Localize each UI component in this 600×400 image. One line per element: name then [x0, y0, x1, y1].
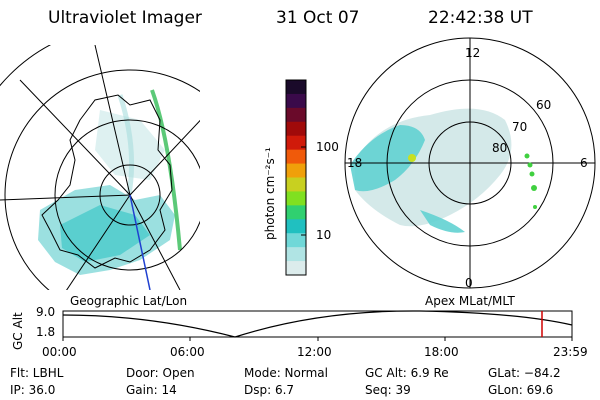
info-gc-alt: GC Alt: 6.9 Re: [365, 366, 449, 380]
info-seq: Seq: 39: [365, 383, 411, 397]
timeline-ytick-bottom: 1.8: [36, 325, 56, 339]
colorbar: [285, 79, 307, 276]
timeline-xtick-4: 23:59: [553, 345, 588, 359]
info-mode: Mode: Normal: [244, 366, 328, 380]
altitude-curve: [62, 310, 573, 338]
station-dots: [524, 153, 537, 209]
timeline-ylabel: GC Alt: [11, 312, 25, 350]
aurora-spot: [408, 154, 416, 162]
timeline-ytick-top: 9.0: [36, 305, 56, 319]
colorbar-swatch: [286, 191, 306, 206]
timeline-xtick-0: 00:00: [42, 345, 77, 359]
colorbar-tick-100: 100: [316, 140, 339, 154]
date-label: 31 Oct 07: [276, 8, 360, 28]
colorbar-swatch: [286, 233, 306, 248]
aurora-arc-faint: [117, 94, 135, 201]
colorbar-swatch: [286, 121, 306, 137]
time-label: 22:42:38 UT: [428, 8, 533, 28]
timeline-xtick-2: 12:00: [297, 345, 332, 359]
info-filter: Flt: LBHL: [10, 366, 64, 380]
mlat-label-80: 80: [492, 141, 508, 155]
info-glon: GLon: 69.6: [488, 383, 554, 397]
aurora-patch: [420, 210, 465, 233]
colorbar-swatch: [286, 107, 306, 123]
info-ip: IP: 36.0: [10, 383, 56, 397]
colorbar-frame: [285, 79, 307, 276]
colorbar-swatch: [286, 177, 306, 192]
instrument-title: Ultraviolet Imager: [48, 8, 202, 28]
colorbar-unit-label: photon cm⁻²s⁻¹: [263, 147, 277, 240]
colorbar-tick-10: 10: [316, 228, 332, 242]
mlt-label-0: 0: [465, 276, 473, 290]
info-gain: Gain: 14: [126, 383, 177, 397]
timeline-xtick-3: 18:00: [424, 345, 459, 359]
info-dsp: Dsp: 6.7: [244, 383, 295, 397]
info-door: Door: Open: [126, 366, 195, 380]
colorbar-swatch: [286, 219, 306, 234]
colorbar-swatch: [286, 247, 306, 262]
info-glat: GLat: −84.2: [488, 366, 561, 380]
colorbar-swatch: [286, 149, 306, 165]
left-panel-caption: Geographic Lat/Lon: [70, 294, 188, 308]
mlat-label-70: 70: [512, 120, 528, 134]
polar-map: [344, 37, 596, 289]
colorbar-swatch: [286, 205, 306, 220]
mlat-label-60: 60: [536, 98, 552, 112]
mlt-label-12: 12: [465, 46, 481, 60]
colorbar-swatch: [286, 135, 306, 151]
colorbar-swatch: [286, 163, 306, 178]
geographic-map: [0, 45, 200, 290]
colorbar-swatch: [286, 261, 306, 276]
timeline-plot: [62, 310, 573, 341]
aurora-emission-left-core: [60, 205, 150, 262]
right-panel-caption: Apex MLat/MLT: [425, 294, 515, 308]
track-line: [129, 194, 151, 290]
colorbar-swatch: [286, 80, 306, 95]
mlt-label-6: 6: [580, 156, 588, 170]
mlt-label-18: 18: [347, 156, 363, 170]
colorbar-swatch: [286, 93, 306, 109]
timeline-xtick-1: 06:00: [170, 345, 205, 359]
